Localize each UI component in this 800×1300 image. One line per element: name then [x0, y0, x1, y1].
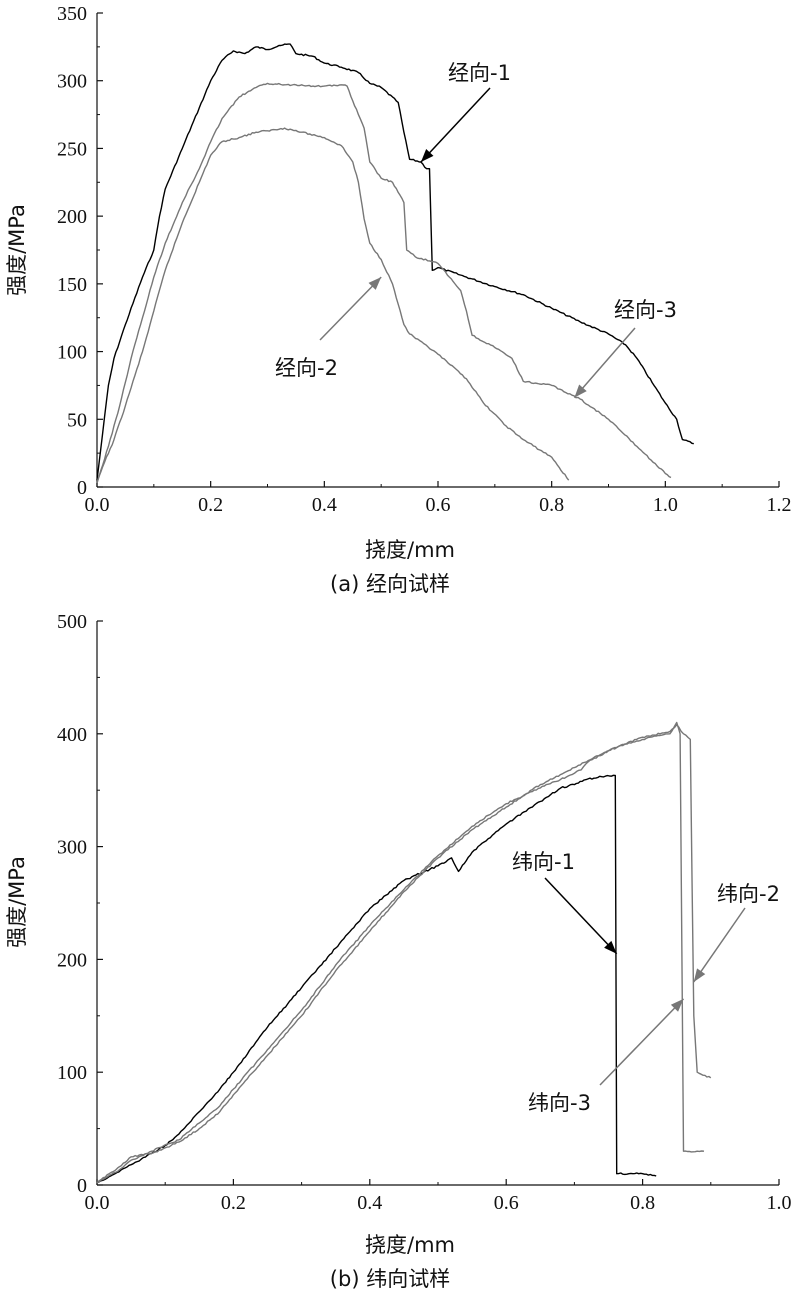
y-tick-label: 100: [57, 1062, 87, 1084]
annotation-arrowhead: [368, 277, 382, 290]
chart-a-ylabel: 强度/MPa: [5, 204, 29, 296]
annotation-arrowhead: [574, 384, 587, 398]
y-tick-label: 0: [77, 477, 87, 499]
annotation-arrow-line: [573, 327, 636, 399]
x-tick-label: 0.4: [357, 1192, 382, 1214]
annotation-label: 纬向-3: [528, 1091, 591, 1115]
series-line-2: [96, 724, 712, 1184]
y-tick-label: 200: [57, 206, 87, 228]
x-tick-label: 0.2: [221, 1192, 246, 1214]
annotation-label: 经向-1: [448, 61, 511, 85]
y-tick-label: 400: [57, 724, 87, 746]
chart-b-axes: [96, 621, 779, 1186]
chart-a-annotations: 经向-1 经向-2 经向-3: [275, 61, 677, 399]
chart-b-ylabel: 强度/MPa: [5, 856, 29, 948]
y-tick-label: 500: [57, 611, 87, 633]
x-tick-label: 1.0: [767, 1192, 792, 1214]
annotation-arrow-line: [693, 907, 746, 983]
annotation-arrowhead: [693, 968, 706, 982]
annotation-label: 纬向-1: [512, 850, 575, 874]
y-tick-label: 200: [57, 949, 87, 971]
series-line-3: [96, 721, 705, 1184]
x-tick-label: 0.2: [198, 494, 223, 516]
x-tick-label: 0.8: [539, 494, 564, 516]
annotation-arrow-line: [319, 276, 382, 341]
chart-a-axes: [96, 13, 779, 488]
chart-a-caption: (a) 经向试样: [330, 572, 450, 596]
annotation-label: 经向-3: [614, 298, 677, 322]
chart-a-ticks: 0.0 0.2 0.4 0.6 0.8 1.0 1.2 0 50 100 150 200 250 300 3…: [57, 3, 792, 516]
y-tick-label: 250: [57, 138, 87, 160]
annotation-arrow-line: [599, 998, 685, 1086]
annotation-arrowhead: [670, 998, 684, 1012]
annotation-arrow-line: [420, 87, 491, 163]
x-tick-label: 0.4: [312, 494, 337, 516]
annotation-arrowhead: [420, 149, 434, 162]
x-tick-label: 0.6: [494, 1192, 519, 1214]
chart-b-series: [96, 721, 712, 1184]
y-tick-label: 100: [57, 342, 87, 364]
x-tick-label: 1.2: [767, 494, 792, 516]
chart-a: 0.0 0.2 0.4 0.6 0.8 1.0 1.2 0 50 100 150 200 250 300 3…: [5, 3, 792, 596]
y-tick-label: 150: [57, 274, 87, 296]
chart-b-ticks: 0.0 0.2 0.4 0.6 0.8 1.0 0 100 200 300 400 500: [57, 611, 792, 1214]
annotation-label: 经向-2: [275, 356, 338, 380]
x-tick-label: 0.0: [85, 1192, 110, 1214]
y-tick-label: 300: [57, 837, 87, 859]
chart-b-caption: (b) 纬向试样: [330, 1267, 450, 1291]
x-tick-label: 0.6: [426, 494, 451, 516]
chart-b-annotations: 纬向-1 纬向-2 纬向-3: [512, 850, 780, 1115]
annotation-arrow-line: [544, 877, 618, 955]
annotation-label: 纬向-2: [717, 882, 780, 906]
series-line-1: [96, 43, 694, 481]
annotation-arrowhead: [604, 940, 617, 954]
y-tick-label: 50: [67, 409, 87, 431]
chart-a-series: [96, 43, 694, 484]
y-tick-label: 300: [57, 71, 87, 93]
x-tick-label: 1.0: [653, 494, 678, 516]
y-tick-label: 350: [57, 3, 87, 25]
x-tick-label: 0.0: [85, 494, 110, 516]
series-line-3: [96, 82, 672, 484]
chart-b-xlabel: 挠度/mm: [365, 1233, 455, 1257]
chart-a-xlabel: 挠度/mm: [365, 538, 455, 562]
y-tick-label: 0: [77, 1175, 87, 1197]
series-line-2: [96, 127, 570, 484]
series-line-1: [96, 774, 657, 1184]
x-tick-label: 0.8: [630, 1192, 655, 1214]
